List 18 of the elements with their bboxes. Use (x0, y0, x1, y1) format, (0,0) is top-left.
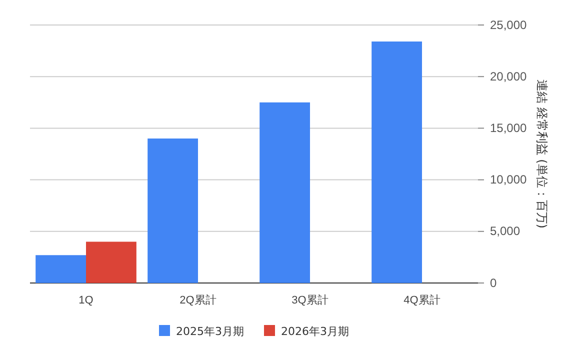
x-tick-label: 4Q累計 (404, 294, 440, 307)
legend-label: 2025年3月期 (176, 325, 244, 338)
bar (86, 242, 136, 283)
y-tick-label: 25,000 (490, 18, 528, 32)
x-tick-label: 3Q累計 (292, 294, 328, 307)
bar (148, 138, 198, 283)
y-tick-label: 20,000 (490, 69, 528, 84)
bar (36, 255, 86, 283)
y-tick-label: 10,000 (490, 172, 528, 187)
bar (372, 42, 422, 283)
y-axis-title: 連結 経常利益 (単位：百万) (535, 80, 549, 228)
legend-label: 2026年3月期 (281, 325, 349, 338)
bar (260, 102, 310, 283)
y-tick-label: 0 (490, 276, 497, 290)
x-tick-label: 1Q (78, 294, 94, 307)
x-tick-label: 2Q累計 (180, 294, 216, 307)
y-tick-label: 15,000 (490, 121, 528, 136)
y-tick-label: 5,000 (490, 224, 520, 238)
